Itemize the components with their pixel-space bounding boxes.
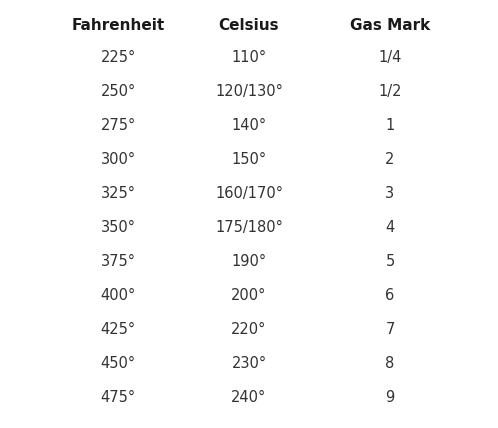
Text: 160/170°: 160/170°: [215, 186, 283, 201]
Text: 1/4: 1/4: [378, 50, 402, 65]
Text: Celsius: Celsius: [219, 18, 279, 33]
Text: 400°: 400°: [101, 288, 135, 303]
Text: 7: 7: [385, 322, 395, 337]
Text: 325°: 325°: [101, 186, 135, 201]
Text: 175/180°: 175/180°: [215, 220, 283, 235]
Text: 240°: 240°: [232, 390, 266, 405]
Text: 1: 1: [385, 118, 394, 133]
Text: 225°: 225°: [101, 50, 135, 65]
Text: 140°: 140°: [232, 118, 266, 133]
Text: 1/2: 1/2: [378, 84, 402, 99]
Text: 220°: 220°: [231, 322, 267, 337]
Text: 375°: 375°: [101, 254, 135, 269]
Text: 450°: 450°: [101, 356, 135, 371]
Text: 300°: 300°: [101, 152, 135, 167]
Text: 120/130°: 120/130°: [215, 84, 283, 99]
Text: 350°: 350°: [101, 220, 135, 235]
Text: 275°: 275°: [101, 118, 135, 133]
Text: 250°: 250°: [101, 84, 135, 99]
Text: 6: 6: [385, 288, 394, 303]
Text: 3: 3: [385, 186, 394, 201]
Text: 475°: 475°: [101, 390, 135, 405]
Text: Gas Mark: Gas Mark: [350, 18, 430, 33]
Text: 230°: 230°: [232, 356, 266, 371]
Text: 8: 8: [385, 356, 394, 371]
Text: 425°: 425°: [101, 322, 135, 337]
Text: Fahrenheit: Fahrenheit: [71, 18, 165, 33]
Text: 200°: 200°: [231, 288, 267, 303]
Text: 9: 9: [385, 390, 394, 405]
Text: 4: 4: [385, 220, 394, 235]
Text: 110°: 110°: [232, 50, 266, 65]
Text: 5: 5: [385, 254, 394, 269]
Text: 2: 2: [385, 152, 395, 167]
Text: 150°: 150°: [232, 152, 266, 167]
Text: 190°: 190°: [232, 254, 266, 269]
